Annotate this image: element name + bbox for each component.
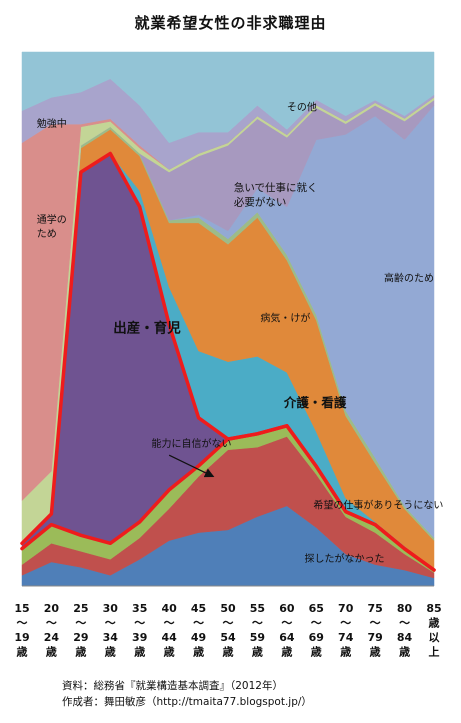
- area-label: 病気・けが: [260, 312, 310, 325]
- area-label: 能力に自信がない: [151, 437, 231, 450]
- x-tick-label: 70 〜 74 歳: [338, 602, 354, 659]
- x-tick-label: 35 〜 39 歳: [132, 602, 147, 659]
- x-tick-label: 65 〜 69 歳: [309, 602, 324, 659]
- highlight-line-1: [20, 424, 436, 572]
- area-label: 通学のため: [37, 213, 67, 240]
- area-label: 高齢のため: [384, 272, 434, 285]
- x-tick-label: 25 〜 29 歳: [73, 602, 88, 659]
- x-tick-label: 85 歳以上: [426, 602, 441, 659]
- area-label: 出産・育児: [113, 319, 181, 336]
- author-note: 作成者：舞田敏彦（http://tmaita77.blogspot.jp/）: [62, 696, 312, 708]
- x-tick-label: 40 〜 44 歳: [161, 602, 177, 659]
- x-tick-label: 45 〜 49 歳: [191, 602, 206, 659]
- area-label: 勉強中: [37, 117, 67, 130]
- x-tick-label: 20 〜 24 歳: [44, 602, 60, 659]
- area-label: 急いで仕事に就く必要がない: [234, 181, 318, 209]
- x-tick-label: 30 〜 34 歳: [103, 602, 119, 659]
- chart-title: 就業希望女性の非求職理由: [134, 14, 327, 32]
- x-tick-label: 60 〜 64 歳: [279, 602, 295, 659]
- x-tick-label: 15 〜 19 歳: [14, 602, 29, 659]
- x-tick-label: 55 〜 59 歳: [250, 602, 265, 659]
- credits: 資料：総務省『就業構造基本調査』（2012年） 作成者：舞田敏彦（http://…: [62, 678, 312, 710]
- area-label: 探したがなかった: [305, 552, 385, 565]
- area-label: 介護・看護: [283, 395, 347, 410]
- x-tick-label: 50 〜 54 歳: [220, 602, 236, 659]
- x-tick-label: 75 〜 79 歳: [367, 602, 382, 659]
- annotation-arrow: [168, 454, 215, 478]
- area-label: 希望の仕事がありそうにない: [313, 499, 443, 512]
- source-note: 資料：総務省『就業構造基本調査』（2012年）: [62, 680, 283, 692]
- area-series-12: [21, 51, 435, 144]
- x-tick-label: 80 〜 84 歳: [397, 602, 413, 659]
- area-label: その他: [287, 101, 317, 114]
